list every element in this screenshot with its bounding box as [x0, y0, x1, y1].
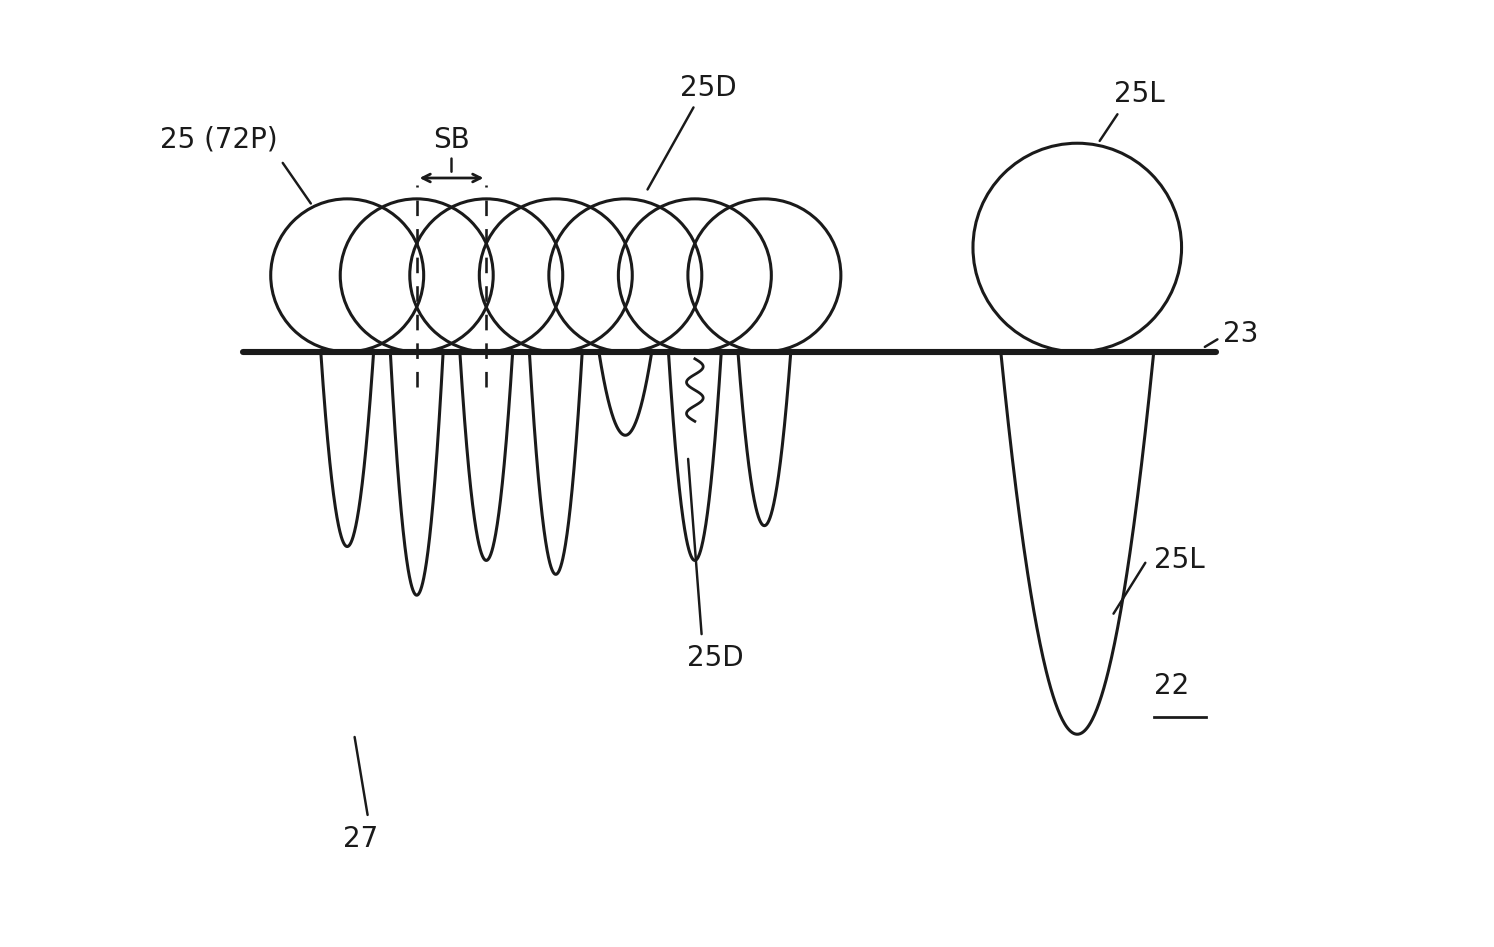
Text: 25L: 25L: [1115, 80, 1165, 109]
Text: SB: SB: [433, 126, 471, 153]
Text: 25L: 25L: [1153, 546, 1204, 575]
Text: 23: 23: [1224, 320, 1258, 348]
Text: 25D: 25D: [687, 644, 744, 671]
Text: 25D: 25D: [680, 74, 737, 101]
Text: 25 (72P): 25 (72P): [160, 126, 278, 153]
Text: 22: 22: [1153, 671, 1189, 700]
Text: 27: 27: [344, 825, 378, 852]
